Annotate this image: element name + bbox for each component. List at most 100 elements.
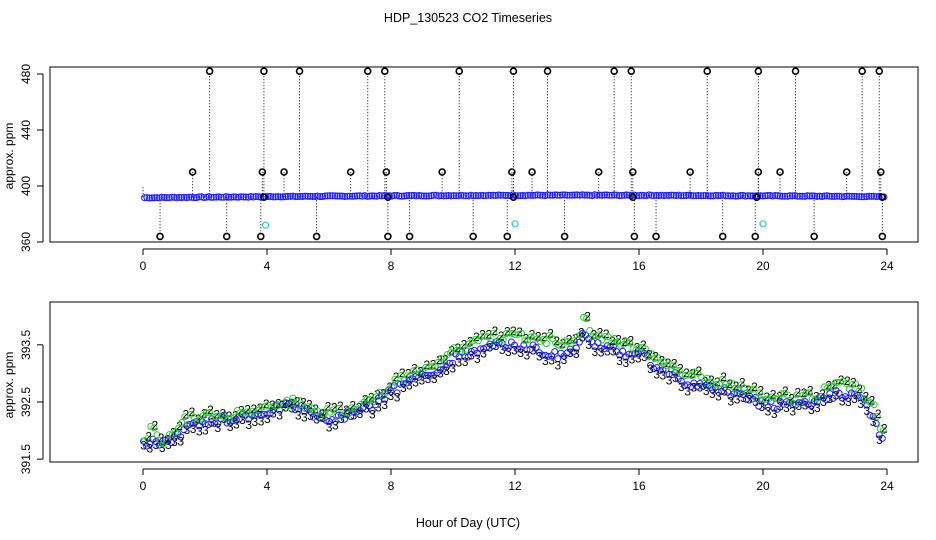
series-2-label: 2 [405, 367, 412, 381]
series-2-point [802, 389, 810, 397]
series-3-point [331, 418, 339, 426]
series-2-label: 2 [479, 327, 486, 341]
smoothed-point [474, 192, 482, 200]
bottom-x-tick-label: 12 [508, 479, 522, 493]
smoothed-point [764, 192, 772, 199]
series-2-point [589, 333, 597, 341]
series-2-label: 2 [461, 338, 468, 352]
series-3-label: 3 [660, 368, 667, 382]
series-2-label: 2 [621, 335, 628, 349]
series-3-label: 3 [375, 400, 382, 414]
series-3-point [575, 338, 583, 346]
smoothed-point [190, 194, 198, 202]
series-2-label: 2 [733, 379, 740, 393]
series-3-point [375, 397, 382, 405]
series-2-label: 2 [745, 383, 752, 397]
series-3-label: 3 [171, 435, 178, 449]
raw-point [280, 168, 288, 176]
series-3-point [650, 365, 658, 373]
calibration-point [261, 221, 270, 229]
series-2-label: 2 [658, 354, 665, 368]
top-y-tick-label: 480 [19, 64, 33, 84]
smoothed-point [296, 192, 304, 200]
series-2-point [335, 404, 343, 412]
smoothed-point [623, 191, 631, 199]
series-2-label: 2 [516, 325, 523, 339]
series-3-point [770, 404, 778, 412]
smoothed-point [734, 192, 742, 200]
series-2-point [181, 413, 189, 421]
series-2-label: 2 [578, 326, 585, 340]
smoothed-point [712, 191, 720, 199]
series-3-point [752, 393, 760, 401]
series-3-label: 3 [814, 401, 821, 415]
smoothed-point [793, 192, 801, 200]
smoothed-point [264, 193, 272, 200]
smoothed-point [531, 191, 539, 199]
smoothed-point [437, 192, 445, 200]
series-3-point [288, 398, 296, 406]
smoothed-point [460, 192, 467, 200]
raw-point [842, 168, 851, 176]
series-2-point [258, 403, 266, 411]
series-3-label: 3 [221, 412, 228, 426]
series-2-label: 2 [856, 382, 863, 396]
series-2-point [202, 409, 210, 417]
series-3-label: 3 [635, 351, 642, 365]
series-3-label: 3 [857, 397, 864, 411]
series-2-label: 2 [176, 419, 183, 433]
smoothed-point [806, 192, 814, 200]
series-2-point [447, 349, 455, 357]
smoothed-point [371, 192, 378, 200]
series-3-label: 3 [561, 353, 568, 367]
series-3-point [659, 366, 667, 374]
raw-point [858, 67, 867, 75]
raw-point [878, 232, 887, 241]
series-2-point [719, 375, 727, 383]
series-2-label: 2 [671, 356, 678, 370]
series-3-point [609, 343, 617, 350]
smoothed-point [549, 191, 557, 199]
smoothed-point [638, 191, 646, 199]
top-x-tick-label: 4 [264, 259, 271, 273]
series-2-point [746, 386, 754, 393]
smoothed-point [336, 192, 344, 200]
raw-point [346, 168, 355, 176]
series-2-label: 2 [250, 402, 257, 416]
smoothed-point [648, 191, 655, 199]
smoothed-point [601, 191, 608, 199]
series-2-point [691, 368, 699, 376]
series-3-label: 3 [431, 372, 438, 386]
series-3-label: 3 [542, 354, 549, 368]
smoothed-point [655, 192, 663, 200]
series-2-label: 2 [652, 350, 659, 364]
smoothed-point [687, 191, 695, 199]
smoothed-point [427, 192, 435, 200]
smoothed-point [141, 194, 148, 202]
smoothed-point [502, 192, 510, 199]
smoothed-point [282, 193, 289, 201]
smoothed-point [175, 193, 183, 201]
smoothed-point [341, 193, 349, 200]
smoothed-point [247, 193, 255, 200]
series-2-point [150, 424, 158, 432]
smoothed-point [356, 192, 364, 200]
series-3-label: 3 [808, 403, 815, 417]
series-3-label: 3 [437, 367, 444, 381]
smoothed-point [554, 191, 561, 199]
series-2-label: 2 [584, 309, 591, 323]
raw-point [876, 168, 885, 176]
series-3-point [446, 359, 454, 367]
smoothed-point [410, 191, 418, 199]
series-3-label: 3 [462, 355, 469, 369]
raw-point [791, 67, 800, 75]
smoothed-point [863, 193, 871, 201]
smoothed-point [524, 191, 532, 199]
series-2-point [484, 333, 492, 341]
series-2-point [870, 401, 878, 409]
bottom-x-tick-label: 8 [388, 479, 395, 493]
series-3-label: 3 [202, 423, 209, 437]
smoothed-point [237, 193, 245, 201]
series-3-label: 3 [363, 402, 370, 416]
smoothed-point [613, 191, 621, 199]
